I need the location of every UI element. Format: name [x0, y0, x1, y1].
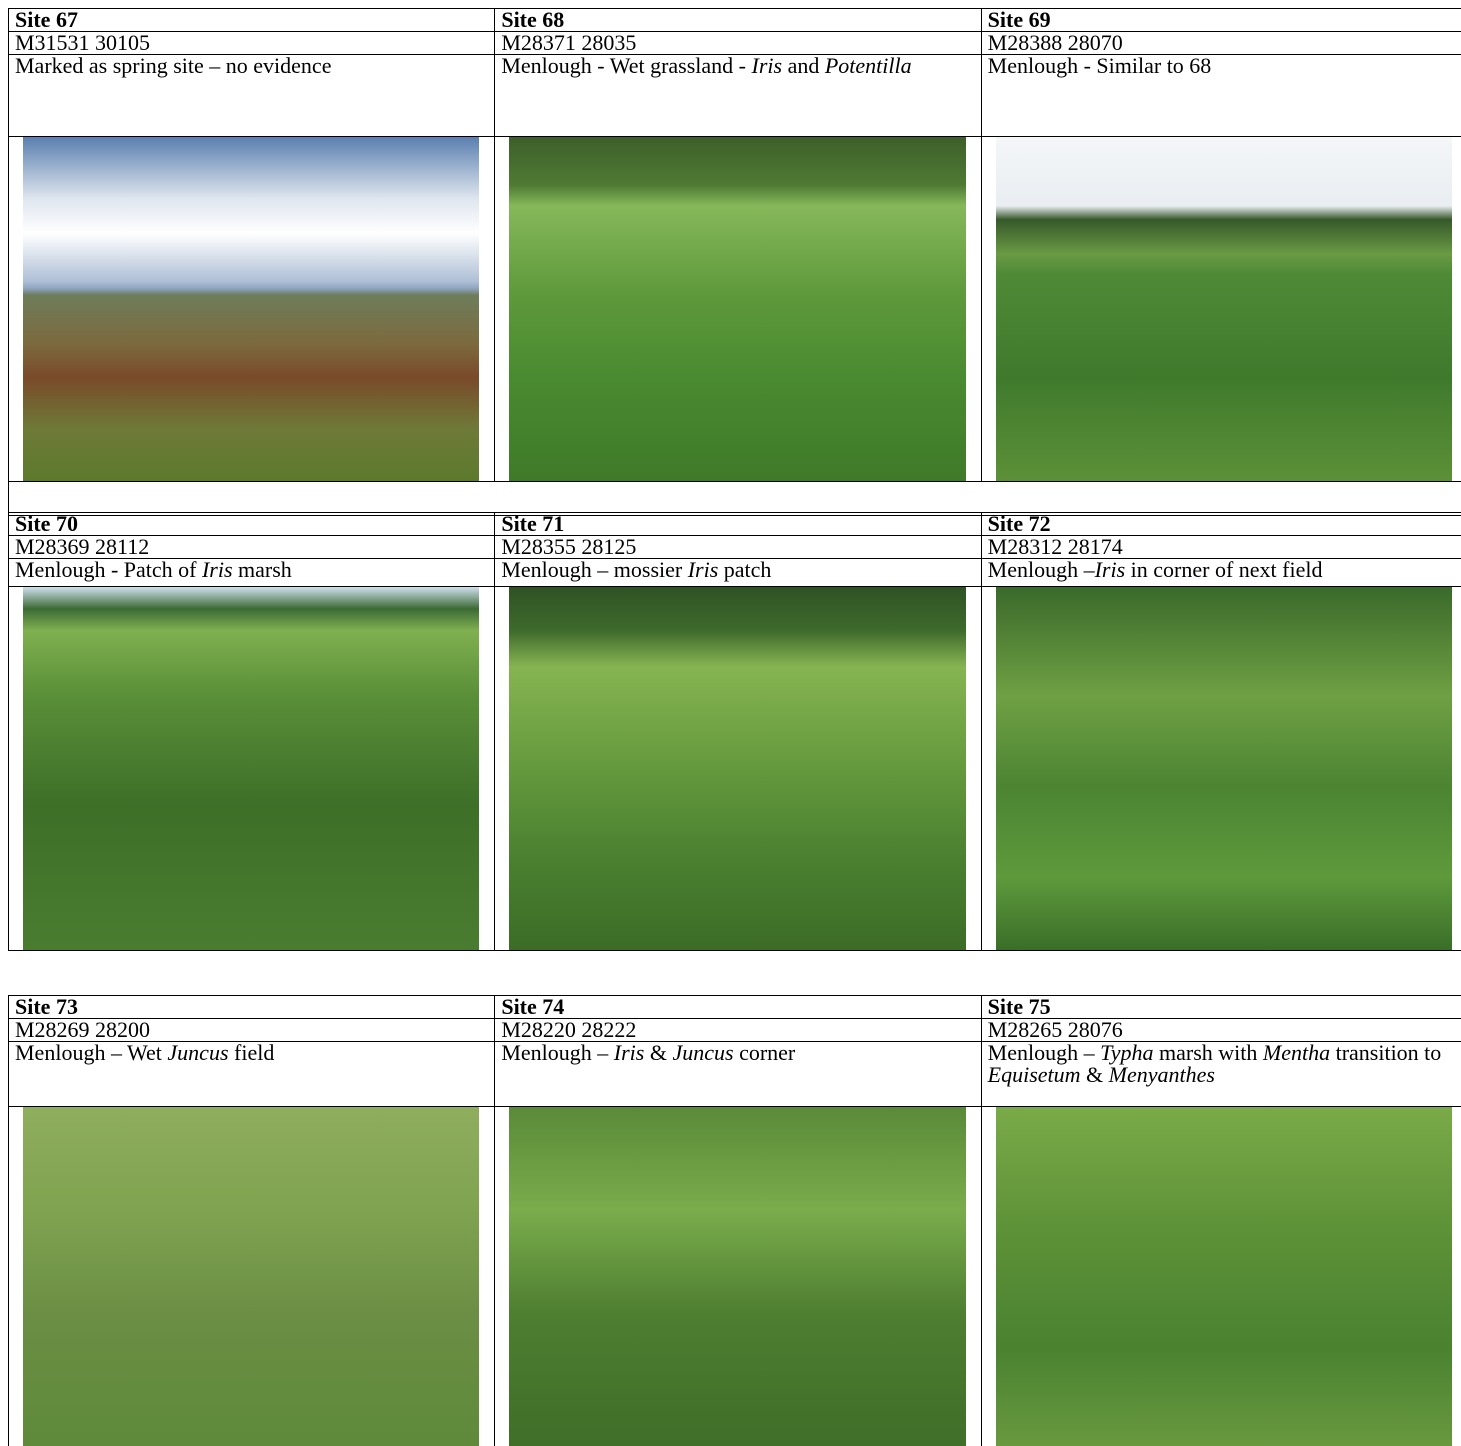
description-cell: Menlough - Patch of Iris marsh [7, 558, 496, 587]
coords-row: M28269 28200 M28220 28222 M28265 28076 [7, 1018, 1461, 1042]
photo-cell [7, 1106, 496, 1446]
coords-row: M31531 30105 M28371 28035 M28388 28070 [7, 31, 1461, 55]
site-photo [995, 137, 1452, 481]
description-text: Menlough – [501, 1041, 614, 1065]
title-cell: Site 73 [7, 995, 496, 1019]
description-row: Menlough - Patch of Iris marsh Menlough –… [7, 558, 1461, 587]
title-cell: Site 69 [980, 8, 1461, 32]
description-text: Menlough – [987, 558, 1095, 582]
coords-cell: M28269 28200 [7, 1018, 496, 1042]
photo-row [7, 1106, 1461, 1446]
title-row: Site 67 Site 68 Site 69 [7, 8, 1461, 32]
coords-cell: M28369 28112 [7, 535, 496, 559]
photo-cell [494, 136, 982, 482]
description-text: Iris [1094, 558, 1126, 582]
title-cell: Site 74 [494, 995, 982, 1019]
description-cell: Menlough – Wet Juncus field [7, 1041, 496, 1107]
spacer-cell [8, 481, 1461, 516]
coords-cell: M28220 28222 [494, 1018, 982, 1042]
description-text: Menlough - Patch of [15, 558, 202, 582]
title-cell: Site 72 [980, 512, 1461, 536]
description-text: Menlough – [987, 1041, 1101, 1065]
site-photo [509, 587, 966, 950]
photo-cell [980, 1106, 1461, 1446]
description-cell: Marked as spring site – no evidence [7, 54, 496, 137]
site-photo [995, 1107, 1452, 1446]
description-text: Juncus [167, 1041, 229, 1065]
photo-cell [494, 586, 982, 951]
coords-row: M28369 28112 M28355 28125 M28312 28174 [7, 535, 1461, 559]
description-text: Menlough – Wet [15, 1041, 168, 1065]
description-row: Marked as spring site – no evidence Menlo… [7, 54, 1461, 137]
description-cell: Menlough – Iris & Juncus corner [494, 1041, 982, 1107]
spacer-row [8, 481, 1461, 516]
description-text: Iris [751, 54, 783, 78]
photo-cell [494, 1106, 982, 1446]
coords-cell: M28388 28070 [980, 31, 1461, 55]
site-photo [23, 1107, 480, 1446]
description-text: Iris [613, 1041, 645, 1065]
description-text: Mentha [1262, 1041, 1331, 1065]
description-text: marsh with [1153, 1041, 1263, 1065]
coords-cell: M31531 30105 [7, 31, 496, 55]
site-photo [995, 587, 1452, 950]
description-text: Potentilla [824, 54, 912, 78]
description-text: Equisetum [987, 1062, 1081, 1087]
title-cell: Site 70 [7, 512, 496, 536]
photo-cell [7, 136, 496, 482]
site-table: Site 73 Site 74 Site 75 M28269 28200 M28220 … [7, 995, 1461, 1446]
description-text: Menlough – mossier [501, 558, 688, 582]
description-text: Iris [687, 558, 719, 582]
site-table: Site 70 Site 71 Site 72 M28369 28112 M28355 … [7, 512, 1461, 951]
description-text: Marked as spring site – no evidence [15, 54, 332, 78]
description-cell: Menlough - Wet grassland - Iris and Pote… [494, 54, 982, 137]
description-text: patch [718, 558, 772, 582]
photo-cell [980, 136, 1461, 482]
description-text: Menlough - Similar to 68 [987, 54, 1212, 78]
description-text: corner [733, 1041, 796, 1065]
description-text: Menyanthes [1108, 1062, 1215, 1087]
description-cell: Menlough –Iris in corner of next field [980, 558, 1461, 587]
description-cell: Menlough - Similar to 68 [980, 54, 1461, 137]
site-table: Site 67 Site 68 Site 69 M31531 30105 M28371 … [7, 8, 1461, 516]
site-photo [23, 587, 480, 950]
site-photo [509, 1107, 966, 1446]
site-photo [509, 137, 966, 481]
title-row: Site 73 Site 74 Site 75 [7, 995, 1461, 1019]
photo-row [7, 136, 1461, 482]
coords-cell: M28355 28125 [494, 535, 982, 559]
coords-cell: M28265 28076 [980, 1018, 1461, 1042]
photo-cell [980, 586, 1461, 951]
title-cell: Site 75 [980, 995, 1461, 1019]
photo-cell [7, 586, 496, 951]
title-cell: Site 71 [494, 512, 982, 536]
photo-row [7, 586, 1461, 951]
title-cell: Site 67 [7, 8, 496, 32]
description-text: & [1080, 1062, 1109, 1087]
description-text: Juncus [672, 1041, 734, 1065]
description-row: Menlough – Wet Juncus field Menlough – Ir… [7, 1041, 1461, 1107]
description-cell: Menlough – mossier Iris patch [494, 558, 982, 587]
coords-cell: M28312 28174 [980, 535, 1461, 559]
coords-cell: M28371 28035 [494, 31, 982, 55]
site-photo [23, 137, 480, 481]
description-text: in corner of next field [1125, 558, 1323, 582]
description-text: & [644, 1041, 673, 1065]
description-text: Menlough - Wet grassland - [501, 54, 752, 78]
description-text: transition to [1330, 1041, 1442, 1065]
description-text: Typha [1100, 1041, 1154, 1065]
description-cell: Menlough – Typha marsh with Mentha trans… [980, 1041, 1461, 1107]
description-text: marsh [232, 558, 292, 582]
description-text: and [782, 54, 825, 78]
description-text: field [228, 1041, 275, 1065]
title-cell: Site 68 [494, 8, 982, 32]
title-row: Site 70 Site 71 Site 72 [7, 512, 1461, 536]
description-text: Iris [201, 558, 233, 582]
